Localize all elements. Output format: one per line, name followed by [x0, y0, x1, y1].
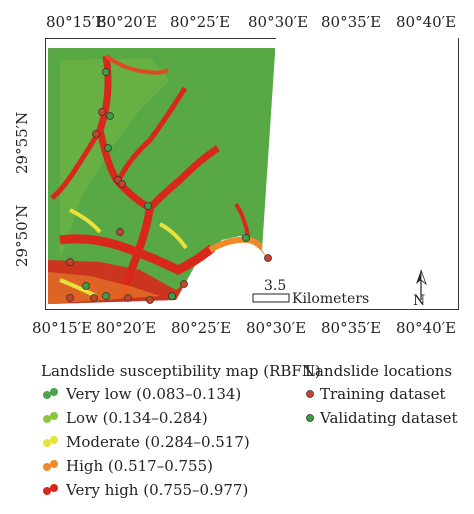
map-low-patches: [60, 58, 170, 260]
legend-point-symbol-icon: [306, 390, 314, 398]
bottom-tick-3: 80°25′E: [171, 319, 232, 337]
top-tick-6: 80°40′E: [396, 13, 457, 31]
top-tick-4: 80°30′E: [248, 13, 309, 31]
legend-map-symbol-icon: [43, 484, 58, 495]
legend-map-label: High (0.517–0.755): [66, 457, 213, 475]
legend-map-label: Very high (0.755–0.977): [66, 481, 249, 499]
scale-bar-value: 3.5: [264, 278, 287, 294]
north-arrow-icon: [416, 269, 427, 300]
map-river-very-high-5: [104, 54, 169, 75]
north-arrow-label: N: [413, 293, 426, 309]
top-tick-3: 80°25′E: [170, 13, 231, 31]
legend-map-title: Landslide susceptibility map (RBFN): [41, 362, 321, 380]
map-bottom-band-high: [48, 272, 160, 304]
legend-map-symbol-icon: [43, 460, 58, 471]
legend-map-label: Moderate (0.284–0.517): [66, 433, 250, 451]
map-frame: [45, 38, 459, 310]
legend-map-symbol-icon: [43, 412, 58, 423]
top-tick-2: 80°20′E: [97, 13, 158, 31]
map-blank-area: [262, 38, 458, 309]
scale-bar-unit: Kilometers: [292, 291, 370, 307]
map-river-very-high-4: [50, 128, 103, 200]
legend-map-label: Very low (0.083–0.134): [66, 385, 242, 403]
legend-map-label: Low (0.134–0.284): [66, 409, 208, 427]
bottom-tick-4: 80°30′E: [246, 319, 307, 337]
map-river-very-high-1: [96, 55, 220, 212]
bottom-tick-5: 80°35′E: [321, 319, 382, 337]
bottom-tick-2: 80°20′E: [96, 319, 157, 337]
top-tick-1: 80°15′E: [46, 13, 107, 31]
bottom-tick-6: 80°40′E: [396, 319, 457, 337]
legend-map-symbol-icon: [43, 436, 58, 447]
landslide-points: [66, 68, 272, 304]
legend-points-title: Landslide locations: [305, 362, 453, 380]
top-tick-5: 80°35′E: [321, 13, 382, 31]
scale-bar: [252, 293, 290, 303]
map-river-very-high-2: [115, 86, 188, 184]
map-river-high-6: [59, 234, 215, 276]
bottom-tick-1: 80°15′E: [32, 319, 93, 337]
legend-point-label: Validating dataset: [320, 409, 458, 427]
legend-map-symbol-icon: [43, 388, 58, 399]
legend-point-symbol-icon: [306, 414, 314, 422]
legend-point-label: Training dataset: [320, 385, 446, 403]
